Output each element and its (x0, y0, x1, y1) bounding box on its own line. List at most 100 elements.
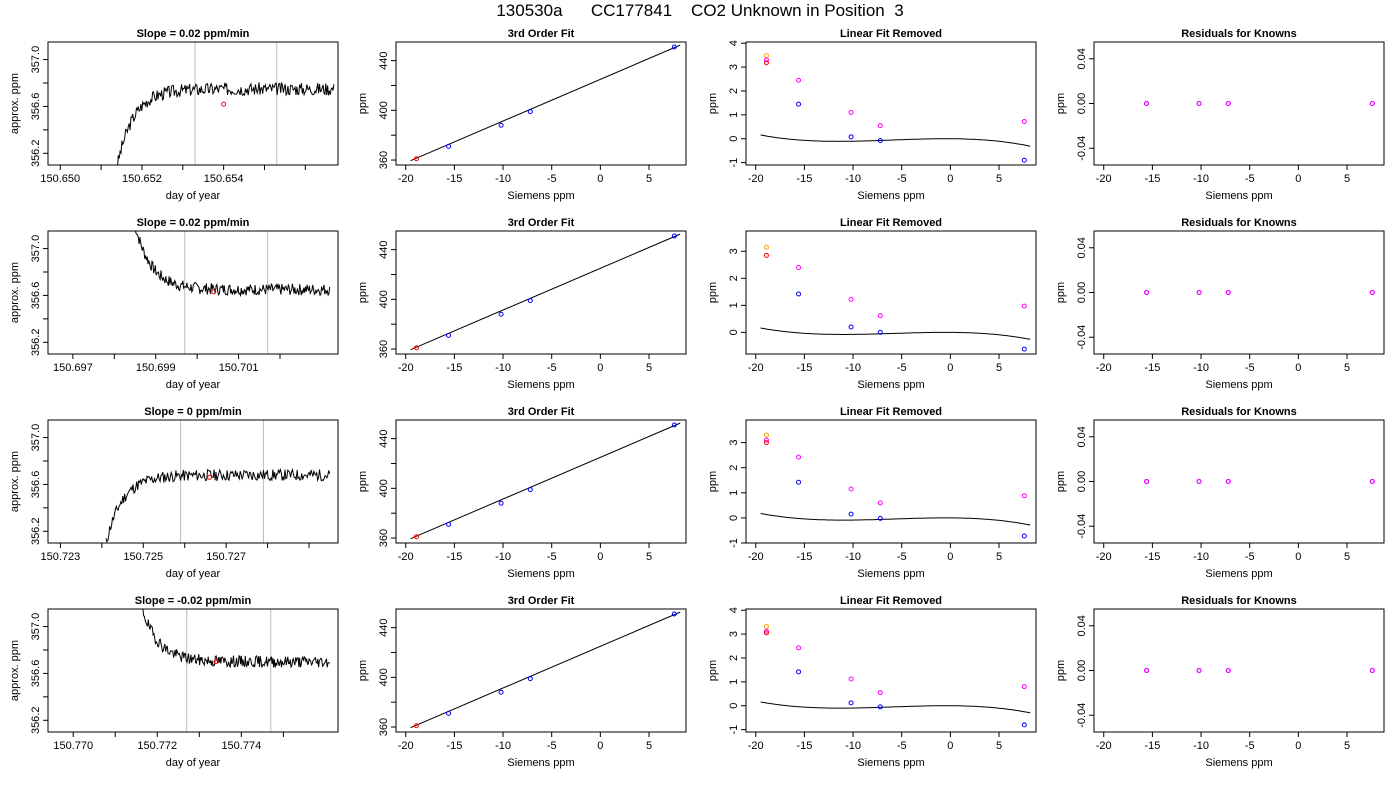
x-tick-label: 0 (947, 362, 953, 374)
panel-r2-fit: 3rd Order Fit -20 -15 -10 -5 0 5 360 400 440 Sieme… (357, 217, 687, 391)
data-point (763, 623, 769, 629)
y-tick-label: 1 (728, 302, 740, 308)
data-point (1021, 119, 1027, 125)
data-point (1196, 290, 1202, 295)
y-axis-label: approx. ppm (9, 262, 21, 323)
x-tick-label: -5 (547, 551, 557, 563)
plot-frame (745, 230, 1037, 355)
data-point (763, 437, 769, 443)
data-point (1225, 668, 1231, 673)
plot-area (410, 233, 681, 351)
data-point (1144, 101, 1150, 106)
data-point (527, 109, 533, 115)
plot-frame (745, 608, 1037, 733)
concentration-trace (105, 467, 331, 543)
y-tick-label: 3 (728, 440, 740, 446)
x-tick-label: -15 (796, 362, 812, 374)
x-axis-label: Siemens ppm (507, 568, 574, 580)
y-tick-label: -0.04 (1076, 514, 1088, 539)
data-point (1144, 479, 1150, 484)
data-point (446, 710, 452, 716)
y-tick-label: 2 (728, 275, 740, 281)
fit-curve (760, 134, 1031, 147)
data-point (1369, 479, 1375, 484)
plot-frame (1093, 230, 1385, 355)
y-tick-label: 0 (728, 515, 740, 521)
y-tick-label: 3 (728, 631, 740, 637)
x-tick-label: 0 (947, 173, 953, 185)
x-axis-label: Siemens ppm (857, 190, 924, 202)
plot-area (135, 231, 331, 354)
data-point (796, 669, 802, 675)
x-axis-label: Siemens ppm (507, 757, 574, 769)
y-tick-label: 0.00 (1076, 93, 1088, 114)
y-axis-label: ppm (357, 282, 369, 303)
x-tick-label: -5 (1245, 173, 1255, 185)
data-point (527, 298, 533, 304)
x-axis-label: Siemens ppm (1205, 757, 1272, 769)
data-point (1021, 533, 1027, 539)
data-point (1369, 668, 1375, 673)
data-point (1021, 493, 1027, 499)
y-tick-label: 1 (728, 679, 740, 685)
plot-frame (395, 41, 687, 166)
x-tick-label: -15 (1144, 173, 1160, 185)
y-tick-label: 357.0 (30, 235, 42, 263)
x-tick-label: 5 (1344, 740, 1350, 752)
data-point (763, 628, 769, 634)
plot-area (760, 432, 1031, 539)
panel-r3-lin: Linear Fit Removed-20 -15 -10 -5 0 5-10123Sie… (707, 406, 1037, 580)
y-tick-label: 0.00 (1076, 471, 1088, 492)
data-point (1144, 290, 1150, 295)
data-point (413, 156, 419, 162)
data-point (413, 534, 419, 540)
data-point (763, 252, 769, 258)
panel-r2-lin: Linear Fit Removed -20 -15 -10 -5 0 5 0 1 2 3 Sieme… (707, 217, 1037, 391)
x-tick-label: -15 (1144, 551, 1160, 563)
x-tick-label: 150.770 (53, 740, 93, 752)
data-point (877, 515, 883, 521)
y-tick-label: 2 (728, 88, 740, 94)
x-tick-label: -5 (897, 740, 907, 752)
x-tick-label: 5 (996, 740, 1002, 752)
fit-curve (760, 327, 1031, 340)
y-tick-label: 0 (728, 703, 740, 709)
x-tick-label: 5 (646, 173, 652, 185)
x-tick-label: -5 (897, 551, 907, 563)
data-point (763, 60, 769, 66)
x-tick-label: 5 (646, 551, 652, 563)
data-point (498, 311, 504, 317)
data-point (1144, 668, 1150, 673)
data-point (527, 487, 533, 493)
y-tick-label: 2 (728, 465, 740, 471)
x-tick-label: 5 (1344, 173, 1350, 185)
x-tick-label: -10 (495, 362, 511, 374)
y-tick-label: 2 (728, 655, 740, 661)
data-point (763, 244, 769, 250)
panel-title: Linear Fit Removed (840, 595, 942, 607)
panel-title: 3rd Order Fit (508, 406, 575, 418)
y-tick-label: 440 (378, 429, 390, 447)
plot-frame (745, 419, 1037, 544)
data-point (763, 630, 769, 636)
x-tick-label: 5 (996, 362, 1002, 374)
fit-curve (760, 512, 1031, 526)
data-point (796, 479, 802, 485)
panel-r3-res: Residuals for Knowns -20 -15 -10 -5 0 5 -0.04 0.… (1055, 406, 1385, 580)
y-tick-label: 356.6 (30, 93, 42, 121)
plot-area (760, 53, 1031, 163)
y-tick-label: 360 (378, 151, 390, 169)
data-point (1021, 346, 1027, 352)
fit-line (410, 233, 681, 351)
panel-title: Slope = 0 ppm/min (144, 406, 242, 418)
x-tick-label: -5 (547, 173, 557, 185)
fit-line (410, 611, 681, 729)
x-tick-label: 5 (1344, 362, 1350, 374)
x-axis-label: day of year (166, 190, 221, 202)
y-tick-label: 356.2 (30, 518, 42, 546)
x-tick-label: -5 (1245, 740, 1255, 752)
data-point (446, 332, 452, 338)
y-tick-label: -1 (728, 158, 740, 168)
x-tick-label: -20 (398, 551, 414, 563)
x-tick-label: -5 (1245, 362, 1255, 374)
